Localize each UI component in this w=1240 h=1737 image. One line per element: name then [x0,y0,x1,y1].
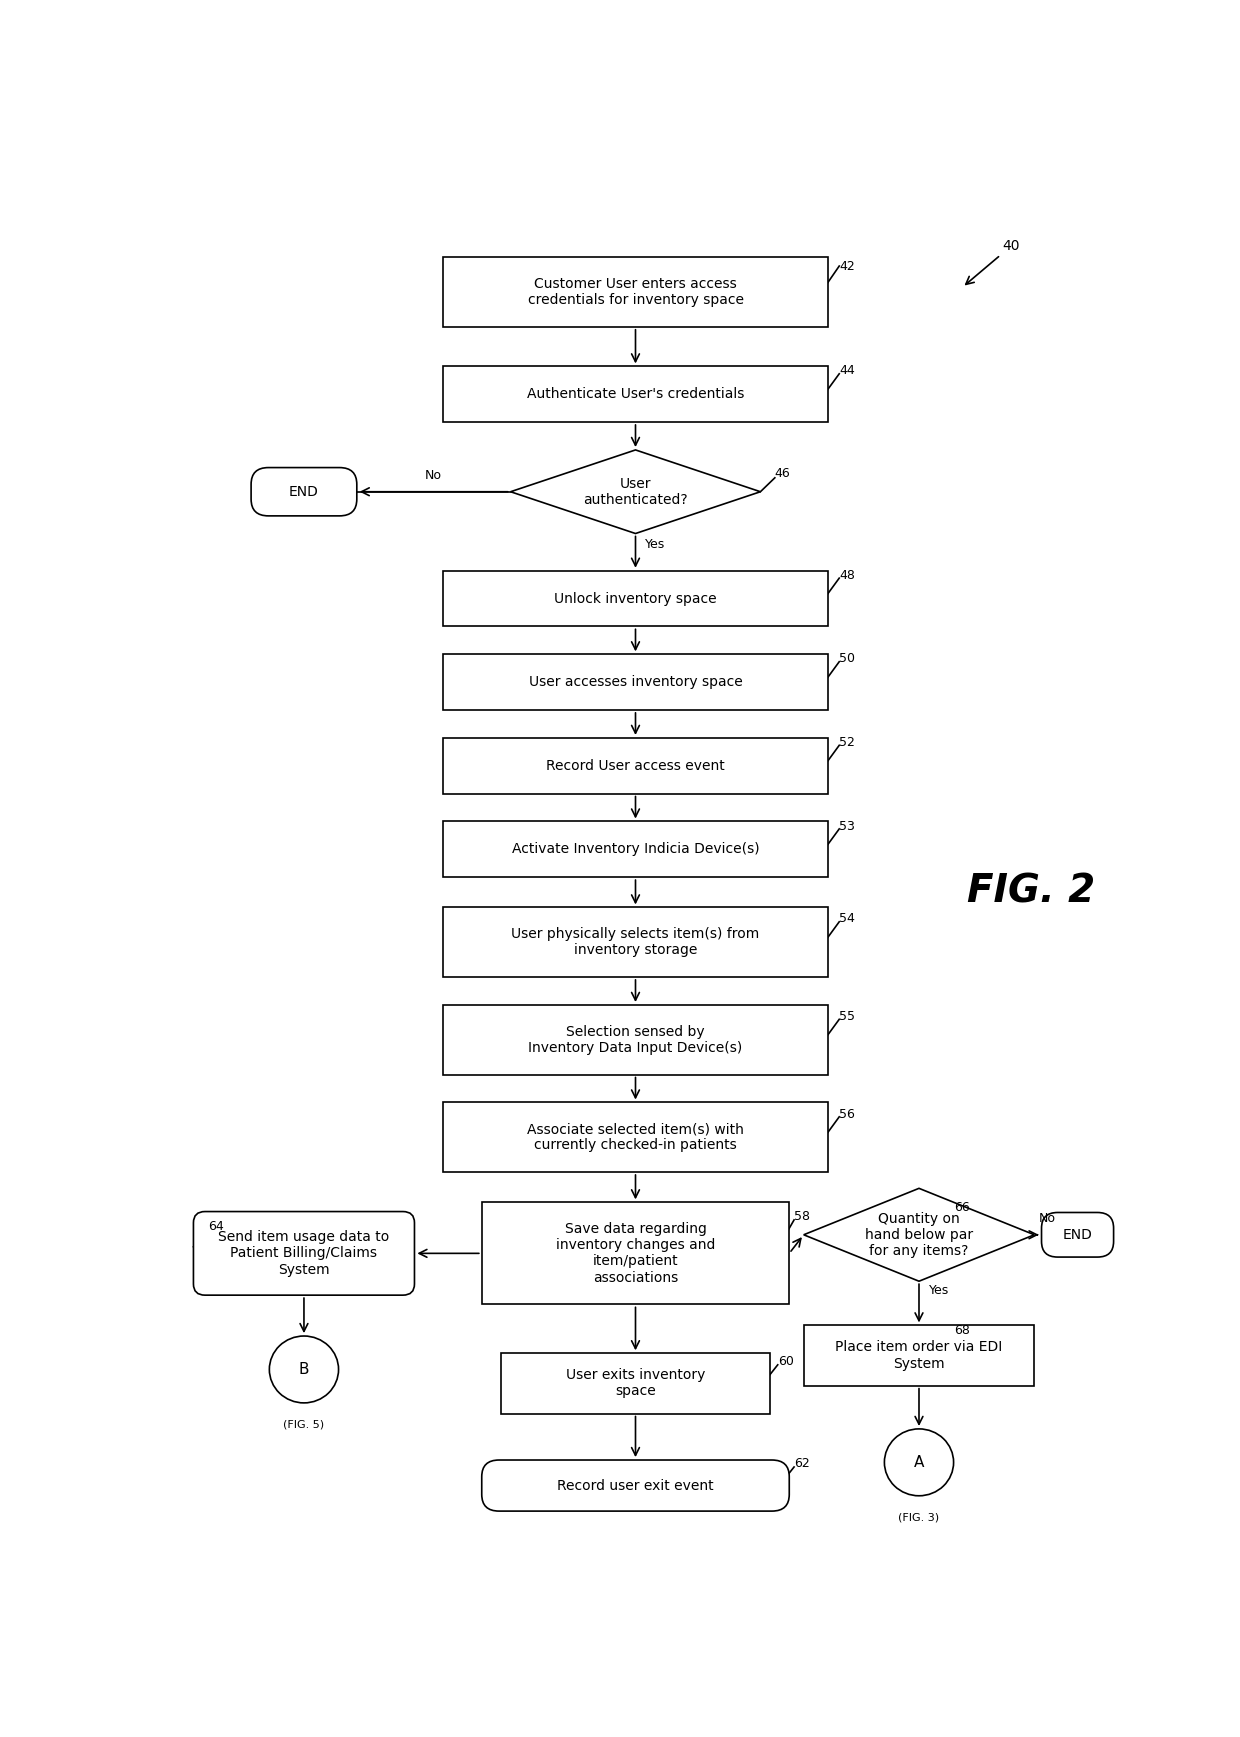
Text: Customer User enters access
credentials for inventory space: Customer User enters access credentials … [527,276,744,307]
FancyBboxPatch shape [444,738,828,794]
Text: 68: 68 [955,1324,971,1337]
Circle shape [269,1336,339,1403]
FancyBboxPatch shape [444,822,828,877]
Polygon shape [804,1188,1034,1282]
FancyBboxPatch shape [444,257,828,327]
Text: 64: 64 [208,1219,223,1233]
Text: 46: 46 [775,467,791,479]
Circle shape [884,1430,954,1496]
FancyBboxPatch shape [444,571,828,627]
Text: No: No [425,469,443,483]
Text: 54: 54 [839,912,856,926]
Text: 42: 42 [839,261,856,273]
FancyBboxPatch shape [1042,1212,1114,1258]
Text: A: A [914,1456,924,1470]
FancyBboxPatch shape [250,467,357,516]
FancyBboxPatch shape [193,1212,414,1296]
Text: No: No [1039,1212,1056,1226]
Text: Save data regarding
inventory changes and
item/patient
associations: Save data regarding inventory changes an… [556,1223,715,1285]
Text: User accesses inventory space: User accesses inventory space [528,676,743,690]
Text: 60: 60 [777,1355,794,1367]
Text: 55: 55 [839,1009,856,1023]
Text: Associate selected item(s) with
currently checked-in patients: Associate selected item(s) with currentl… [527,1122,744,1152]
FancyBboxPatch shape [444,907,828,976]
Text: 44: 44 [839,365,856,377]
Text: 50: 50 [839,653,856,665]
FancyBboxPatch shape [444,1103,828,1172]
FancyBboxPatch shape [481,1202,789,1304]
Text: 66: 66 [955,1202,971,1214]
Text: FIG. 2: FIG. 2 [967,872,1095,910]
Text: (FIG. 3): (FIG. 3) [899,1513,940,1523]
Text: 58: 58 [794,1209,810,1223]
FancyBboxPatch shape [444,1006,828,1075]
Text: END: END [289,485,319,499]
Text: Authenticate User's credentials: Authenticate User's credentials [527,387,744,401]
Text: User physically selects item(s) from
inventory storage: User physically selects item(s) from inv… [511,928,760,957]
FancyBboxPatch shape [444,367,828,422]
FancyBboxPatch shape [444,655,828,710]
Text: 40: 40 [1003,240,1021,254]
Text: 62: 62 [794,1457,810,1470]
Polygon shape [511,450,760,533]
Text: User exits inventory
space: User exits inventory space [565,1369,706,1398]
Text: Record user exit event: Record user exit event [557,1478,714,1492]
Text: 52: 52 [839,736,856,749]
Text: Quantity on
hand below par
for any items?: Quantity on hand below par for any items… [866,1212,973,1258]
FancyBboxPatch shape [501,1353,770,1414]
FancyBboxPatch shape [804,1325,1034,1386]
Text: Record User access event: Record User access event [546,759,725,773]
FancyBboxPatch shape [481,1461,789,1511]
Text: Activate Inventory Indicia Device(s): Activate Inventory Indicia Device(s) [512,842,759,856]
Text: Yes: Yes [929,1284,949,1298]
Text: Unlock inventory space: Unlock inventory space [554,592,717,606]
Text: 56: 56 [839,1108,856,1120]
Text: User
authenticated?: User authenticated? [583,476,688,507]
Text: 53: 53 [839,820,856,832]
Text: Place item order via EDI
System: Place item order via EDI System [836,1341,1003,1370]
Text: Yes: Yes [645,538,666,551]
Text: (FIG. 5): (FIG. 5) [284,1419,325,1430]
Text: 48: 48 [839,568,856,582]
Text: END: END [1063,1228,1092,1242]
Text: Selection sensed by
Inventory Data Input Device(s): Selection sensed by Inventory Data Input… [528,1025,743,1054]
Text: B: B [299,1362,309,1377]
Text: Send item usage data to
Patient Billing/Claims
System: Send item usage data to Patient Billing/… [218,1230,389,1277]
